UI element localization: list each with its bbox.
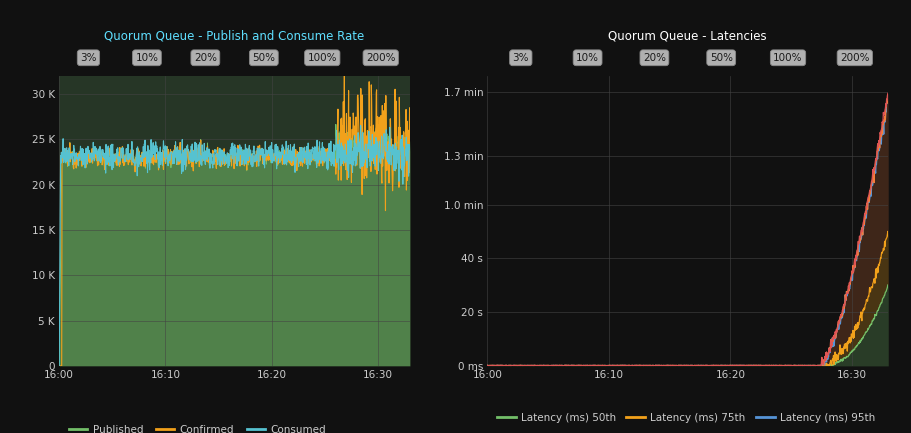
Text: 200%: 200% [366, 53, 395, 63]
Text: 200%: 200% [840, 53, 870, 63]
Text: 50%: 50% [710, 53, 732, 63]
Text: 20%: 20% [643, 53, 666, 63]
Text: 10%: 10% [576, 53, 599, 63]
Legend: Published, Confirmed, Consumed: Published, Confirmed, Consumed [65, 420, 331, 433]
Text: 3%: 3% [513, 53, 529, 63]
Text: 20%: 20% [194, 53, 217, 63]
Text: 50%: 50% [252, 53, 275, 63]
Text: 100%: 100% [773, 53, 803, 63]
Text: 3%: 3% [80, 53, 97, 63]
Title: Quorum Queue - Latencies: Quorum Queue - Latencies [609, 30, 767, 43]
Title: Quorum Queue - Publish and Consume Rate: Quorum Queue - Publish and Consume Rate [105, 30, 364, 43]
Text: 100%: 100% [308, 53, 337, 63]
Text: 10%: 10% [136, 53, 159, 63]
